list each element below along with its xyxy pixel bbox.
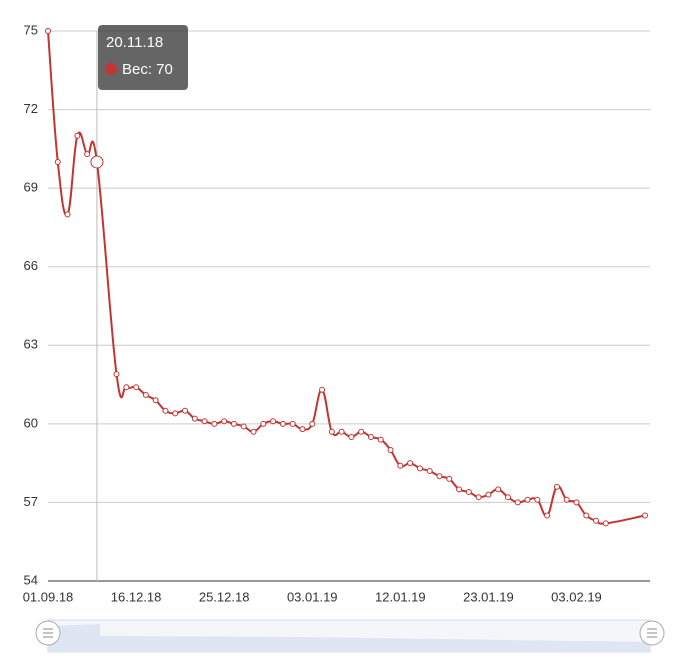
data-zoom[interactable] [35,619,665,653]
y-tick-label: 60 [24,415,38,430]
y-tick-label: 54 [24,572,38,587]
point [426,468,433,474]
tooltip: 20.11.18 Вес: 70 [98,25,188,90]
tooltip-text: Вес: 70 [122,61,173,78]
point [113,371,120,378]
point [495,486,502,493]
point [524,496,531,503]
point [260,420,267,427]
point [221,418,228,425]
point [142,392,149,399]
point [211,420,218,427]
point [172,410,179,417]
point [45,28,51,34]
point [358,428,365,435]
point [133,384,140,391]
point [328,428,335,435]
x-tick-label: 25.12.18 [199,589,250,604]
x-tick-label: 03.02.19 [551,589,602,604]
y-tick-label: 57 [24,494,38,509]
point [407,460,414,467]
point [191,415,198,422]
point [84,151,91,158]
point [475,494,482,501]
handle-icon [43,628,53,638]
tooltip-title: 20.11.18 [106,34,163,51]
y-tick-label: 75 [24,22,38,37]
point [74,132,81,139]
hover-point [90,155,104,169]
point [416,465,423,472]
point [152,397,159,404]
point [230,420,237,427]
point [573,499,580,506]
point [279,420,286,427]
point [309,420,316,427]
point [377,436,384,443]
point [348,433,355,440]
point [397,462,404,469]
x-tick-label: 16.12.18 [111,589,162,604]
point [319,386,326,393]
point [201,418,208,425]
point [465,488,472,495]
tooltip-marker [105,63,117,75]
point [446,475,453,482]
point [553,483,560,490]
x-tick-label: 03.01.19 [287,589,338,604]
point [270,418,277,425]
y-tick-label: 72 [24,101,38,116]
point [182,407,189,414]
point [563,496,570,503]
point [514,499,521,506]
point [504,494,511,501]
point [593,517,600,524]
point [54,158,61,165]
point [436,473,443,480]
point [456,486,463,493]
zoom-shadow [48,624,650,652]
line [47,30,646,525]
point [602,520,609,527]
point [583,512,590,519]
point [387,447,394,454]
point [162,407,169,414]
y-tick-label: 69 [24,180,38,195]
point [544,512,551,519]
tooltip-box [98,25,188,90]
point [534,496,541,503]
x-tick-label: 01.09.18 [23,589,74,604]
x-tick-label: 23.01.19 [463,589,514,604]
point [485,491,492,498]
point [64,211,71,218]
point [299,426,306,433]
point [240,423,247,430]
handle-icon [647,628,657,638]
y-tick-label: 63 [24,337,38,352]
point [250,428,257,435]
point [367,433,374,440]
point [338,428,345,435]
point [642,512,648,519]
point [289,420,296,427]
y-tick-label: 66 [24,258,38,273]
point [123,384,130,391]
x-tick-label: 12.01.19 [375,589,426,604]
